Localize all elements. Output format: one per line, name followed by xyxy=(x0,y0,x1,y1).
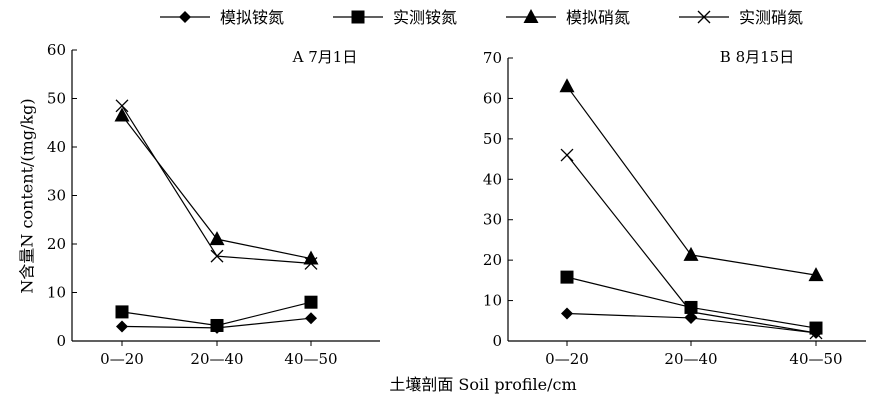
panel-title-b: B 8月15日 xyxy=(720,48,794,66)
y-tick-label: 50 xyxy=(483,130,502,148)
data-point xyxy=(210,249,224,263)
data-point xyxy=(684,300,698,314)
data-point xyxy=(116,320,128,333)
data-point xyxy=(210,318,224,332)
y-tick-label: 50 xyxy=(47,90,66,108)
x-tick-label: 20—40 xyxy=(190,350,243,368)
y-axis-title: N含量N content/(mg/kg) xyxy=(18,98,37,293)
data-point xyxy=(304,295,318,309)
legend-marker-diamond xyxy=(179,11,191,23)
data-point xyxy=(115,99,129,113)
series-square xyxy=(115,295,318,332)
data-point xyxy=(559,78,575,93)
data-point xyxy=(115,305,129,319)
series-triangle xyxy=(114,107,319,265)
legend-item: 模拟铵氮 xyxy=(160,8,284,27)
data-point xyxy=(304,256,318,270)
y-tick-label: 30 xyxy=(47,187,66,205)
y-tick-label: 0 xyxy=(56,332,66,350)
data-point xyxy=(209,231,225,246)
data-point xyxy=(808,267,824,282)
y-tick-label: 60 xyxy=(483,89,502,107)
legend-label: 实测硝氮 xyxy=(739,8,803,27)
series-triangle xyxy=(559,78,824,282)
legend-marker-x xyxy=(697,10,711,24)
series-square xyxy=(560,270,823,335)
y-tick-label: 40 xyxy=(483,170,502,188)
y-tick-label: 40 xyxy=(47,138,66,156)
series-x xyxy=(560,148,823,340)
data-point xyxy=(303,250,319,265)
legend-label: 模拟铵氮 xyxy=(220,8,284,27)
x-tick-label: 0—20 xyxy=(100,350,144,368)
legend-marker-triangle xyxy=(523,9,539,23)
data-point xyxy=(560,148,574,162)
data-point xyxy=(560,270,574,284)
data-point xyxy=(561,307,573,320)
series-x xyxy=(115,99,318,270)
y-tick-label: 30 xyxy=(483,211,502,229)
legend-item: 实测硝氮 xyxy=(679,8,803,27)
x-axis-title: 土壤剖面 Soil profile/cm xyxy=(389,375,576,394)
x-tick-label: 40—50 xyxy=(284,350,337,368)
series-line xyxy=(566,85,817,276)
data-point xyxy=(114,107,130,122)
x-tick-label: 40—50 xyxy=(789,350,842,368)
legend-item: 实测铵氮 xyxy=(333,8,457,27)
y-tick-label: 10 xyxy=(483,292,502,310)
legend: 模拟铵氮 实测铵氮 模拟硝氮 实测硝氮 xyxy=(160,8,803,27)
legend-marker-square xyxy=(351,10,365,24)
y-tick-label: 0 xyxy=(492,332,502,350)
data-point xyxy=(809,326,823,340)
data-point xyxy=(684,305,698,319)
y-tick-label: 20 xyxy=(483,251,502,269)
panel-title-a: A 7月1日 xyxy=(292,48,358,66)
panel-a: 0 10 20 30 40 50 60 0—20 20—40 40—50 A 7月1日 xyxy=(47,41,380,368)
y-tick-label: 60 xyxy=(47,41,66,59)
y-tick-label: 20 xyxy=(47,235,66,253)
panel-b: 0 10 20 30 40 50 60 70 0—20 20—40 40—50 B 8月15日 xyxy=(483,48,866,368)
data-point xyxy=(305,312,317,325)
legend-label: 实测铵氮 xyxy=(393,8,457,27)
data-point xyxy=(809,321,823,335)
data-point xyxy=(683,246,699,261)
y-tick-label: 10 xyxy=(47,284,66,302)
x-tick-label: 0—20 xyxy=(545,350,589,368)
y-tick-label: 70 xyxy=(483,49,502,67)
x-tick-label: 20—40 xyxy=(664,350,717,368)
legend-item: 模拟硝氮 xyxy=(506,8,630,27)
legend-label: 模拟硝氮 xyxy=(566,8,630,27)
